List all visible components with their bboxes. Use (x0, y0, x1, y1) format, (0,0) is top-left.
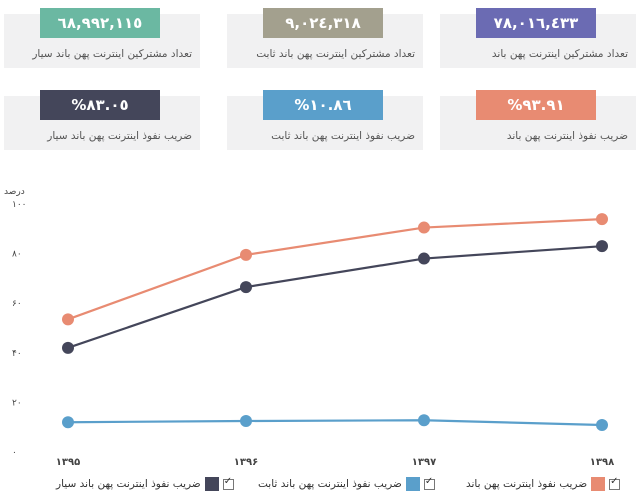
legend-item-total[interactable]: ضریب نفوذ اینترنت پهن باند (466, 474, 621, 494)
value-badge: ٦٨,٩٩٢,١١٥ (40, 8, 160, 38)
legend-swatch (204, 477, 219, 491)
x-tick-label: ۱۳۹۷ (412, 457, 436, 466)
series-line-2 (67, 419, 603, 427)
data-point[interactable] (62, 313, 74, 326)
legend-label: ضریب نفوذ اینترنت پهن باند (466, 478, 588, 490)
legend-label: ضریب نفوذ اینترنت پهن باند ثابت (258, 478, 402, 490)
legend-item-fixed[interactable]: ضریب نفوذ اینترنت پهن باند ثابت (258, 474, 435, 494)
card-label: تعداد مشترکین اینترنت پهن باند (491, 48, 628, 60)
card-total-subscribers: ٧٨,٠١٦,٤٣٣ تعداد مشترکین اینترنت پهن بان… (440, 8, 636, 68)
card-label: ضریب نفوذ اینترنت پهن باند (506, 130, 628, 142)
data-point[interactable] (418, 414, 430, 427)
y-tick-label: ۴۰ (12, 349, 22, 359)
data-point[interactable] (418, 252, 430, 265)
card-label: تعداد مشترکین اینترنت پهن باند ثابت (256, 48, 415, 60)
card-mobile-penetration: %٨٣.٠٥ ضریب نفوذ اینترنت پهن باند سیار (4, 90, 200, 150)
data-point[interactable] (240, 281, 252, 294)
series-line-1 (67, 245, 603, 349)
value-badge: %١٠.٨٦ (263, 90, 383, 120)
legend-label: ضریب نفوذ اینترنت پهن باند سیار (56, 478, 201, 490)
y-tick-label: ۰ (12, 448, 17, 458)
y-tick-label: ۱۰۰ (12, 200, 27, 210)
legend-checkbox[interactable] (609, 476, 621, 490)
y-tick-label: ۸۰ (12, 250, 22, 260)
data-point[interactable] (596, 418, 608, 431)
line-chart: درصد ۰ ۲۰ ۴۰ ۶۰ ۸۰ ۱۰۰ ۱۳۹۵ ۱۳۹۶ ۱۳۹۷ ۱۳۹۸ (4, 187, 614, 466)
data-point[interactable] (596, 240, 608, 253)
card-label: تعداد مشترکین اینترنت پهن باند سیار (32, 48, 192, 60)
value-badge: %٨٣.٠٥ (40, 90, 160, 120)
y-axis-label: درصد (4, 187, 25, 197)
data-point[interactable] (240, 415, 252, 427)
data-point[interactable] (418, 221, 430, 234)
value-badge: %٩٣.٩١ (476, 90, 596, 120)
data-point[interactable] (62, 341, 74, 354)
data-point[interactable] (62, 416, 74, 429)
card-fixed-subscribers: ٩,٠٢٤,٣١٨ تعداد مشترکین اینترنت پهن باند… (227, 8, 423, 68)
value-badge: ٧٨,٠١٦,٤٣٣ (476, 8, 596, 38)
legend-checkbox[interactable] (222, 476, 234, 490)
legend-checkbox[interactable] (423, 476, 435, 490)
value-badge: ٩,٠٢٤,٣١٨ (263, 8, 383, 38)
legend-item-mobile[interactable]: ضریب نفوذ اینترنت پهن باند سیار (56, 474, 234, 494)
x-tick-label: ۱۳۹۵ (56, 457, 80, 466)
legend-swatch (591, 477, 606, 491)
x-tick-label: ۱۳۹۸ (590, 457, 614, 466)
card-label: ضریب نفوذ اینترنت پهن باند ثابت (271, 130, 415, 142)
card-fixed-penetration: %١٠.٨٦ ضریب نفوذ اینترنت پهن باند ثابت (227, 90, 423, 150)
data-point[interactable] (240, 248, 252, 261)
y-tick-label: ۲۰ (12, 398, 22, 408)
card-mobile-subscribers: ٦٨,٩٩٢,١١٥ تعداد مشترکین اینترنت پهن بان… (4, 8, 200, 68)
series-line-0 (67, 218, 603, 321)
card-label: ضریب نفوذ اینترنت پهن باند سیار (47, 130, 192, 142)
legend-swatch (405, 477, 420, 491)
card-total-penetration: %٩٣.٩١ ضریب نفوذ اینترنت پهن باند (440, 90, 636, 150)
y-tick-label: ۶۰ (12, 299, 22, 309)
data-point[interactable] (596, 213, 608, 226)
x-tick-label: ۱۳۹۶ (234, 457, 258, 466)
